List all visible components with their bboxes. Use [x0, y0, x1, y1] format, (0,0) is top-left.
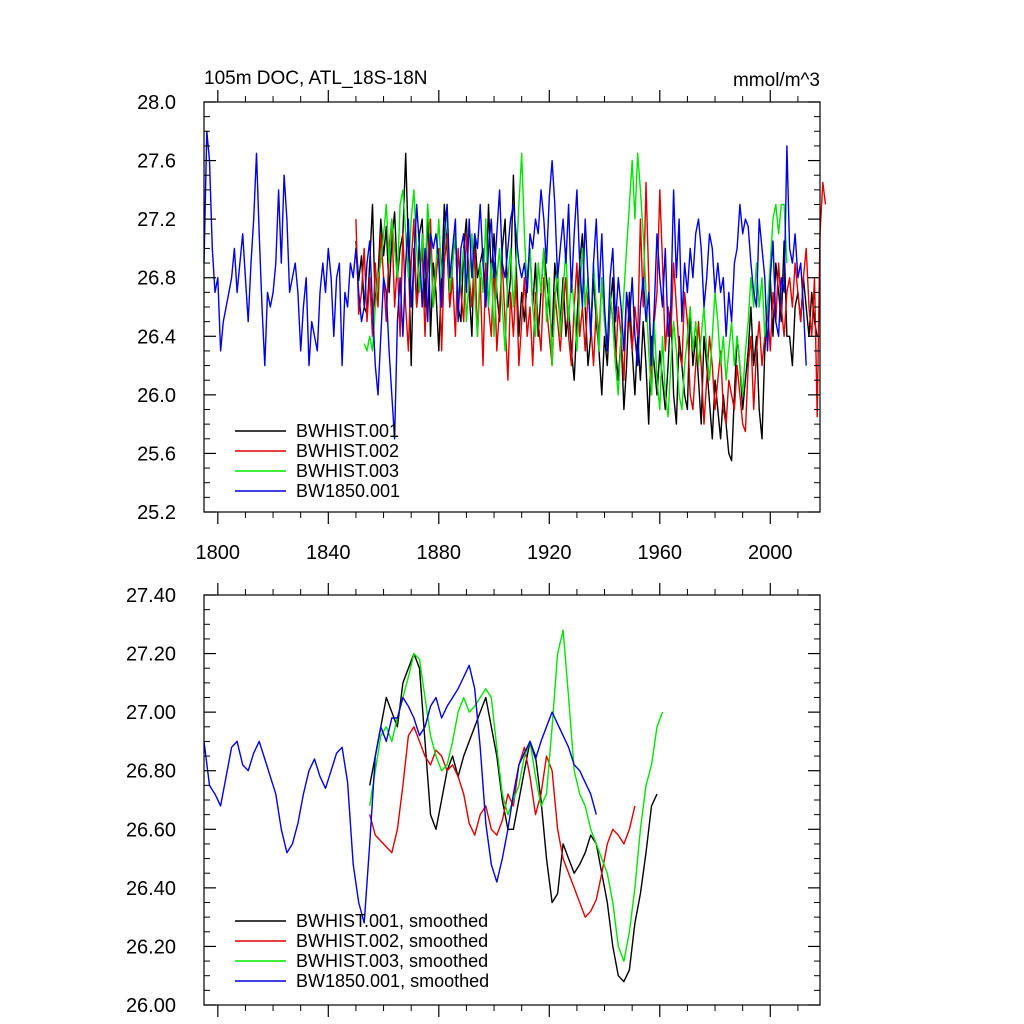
legend-label: BW1850.001, smoothed — [296, 971, 489, 991]
panel-top-doc-timeseries: 105m DOC, ATL_18S-18N mmol/m^3 25.225.62… — [137, 68, 827, 564]
legend-label: BWHIST.001 — [296, 421, 399, 441]
legend-label: BW1850.001 — [296, 481, 400, 501]
x-tick-label: 1840 — [306, 542, 351, 564]
y-tick-label: 26.20 — [126, 936, 176, 958]
plot-area: 25.2 25.6 26.0 26.4 26.8 27.2 27.6 28.0 1800 1840… — [137, 90, 827, 564]
legend-label: BWHIST.001, smoothed — [296, 911, 488, 931]
panel-bottom-smoothed: 26.00 26.20 26.40 26.60 26.80 27.00 27.20 27.40… — [126, 583, 821, 1017]
series-line-0 — [355, 152, 818, 462]
y-tick-label: 26.8 — [137, 268, 176, 290]
y-tick-label: 27.00 — [126, 702, 176, 724]
chart-title: 105m DOC, ATL_18S-18N — [204, 68, 428, 89]
series-line-0 — [369, 652, 658, 983]
x-tick-label: 1800 — [196, 542, 241, 564]
chart-units: mmol/m^3 — [733, 70, 820, 91]
y-tick-label: 26.80 — [126, 761, 176, 783]
y-tick-label: 28.0 — [137, 92, 176, 114]
x-tick-label: 2000 — [748, 542, 793, 564]
legend-label: BWHIST.003 — [296, 461, 399, 481]
legend-label: BWHIST.003, smoothed — [296, 951, 488, 971]
series-line-1 — [369, 726, 636, 918]
y-tick-label: 25.6 — [137, 443, 176, 465]
y-tick-label: 26.4 — [137, 326, 176, 348]
legend-label: BWHIST.002 — [296, 441, 399, 461]
x-tick-label: 1960 — [638, 542, 683, 564]
series-line-2 — [363, 152, 788, 418]
series-line-1 — [355, 181, 827, 433]
y-tick-label: 26.60 — [126, 819, 176, 841]
legend-label: BWHIST.002, smoothed — [296, 931, 488, 951]
y-tick-label: 25.2 — [137, 502, 176, 524]
series-line-2 — [369, 629, 664, 962]
y-tick-label: 27.40 — [126, 585, 176, 607]
y-tick-label: 27.20 — [126, 644, 176, 666]
plot-area-smoothed: 26.00 26.20 26.40 26.60 26.80 27.00 27.20 27.40… — [126, 583, 821, 1017]
series-line-3 — [203, 130, 807, 440]
y-tick-label: 26.00 — [126, 995, 176, 1017]
x-tick-label: 1880 — [417, 542, 462, 564]
y-tick-label: 27.6 — [137, 151, 176, 173]
y-tick-label: 27.2 — [137, 209, 176, 231]
y-tick-label: 26.0 — [137, 385, 176, 407]
x-tick-label: 1920 — [527, 542, 572, 564]
y-tick-label: 26.40 — [126, 878, 176, 900]
series-line-3 — [203, 664, 597, 924]
